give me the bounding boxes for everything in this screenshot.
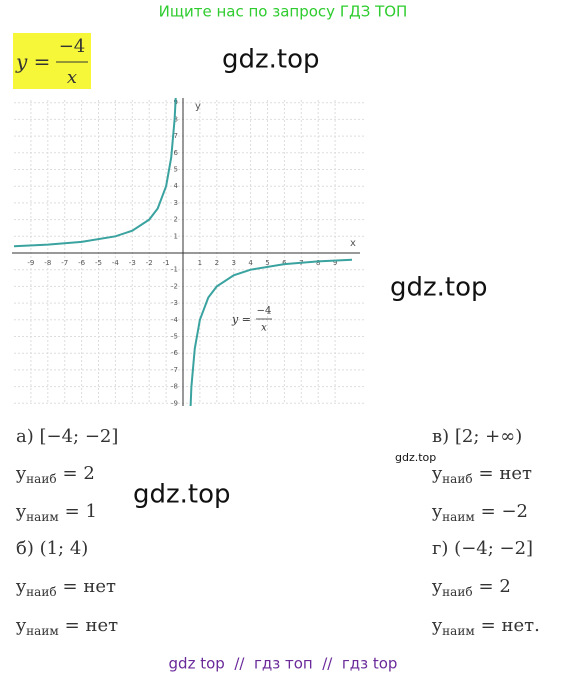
answer-line: yнаиб = 2 <box>431 576 511 599</box>
x-tick-label: -2 <box>146 259 153 267</box>
y-tick-label: 8 <box>174 115 178 123</box>
y-tick-label: 7 <box>174 132 178 140</box>
x-tick-label: -7 <box>61 259 68 267</box>
y-tick-label: -3 <box>171 299 178 307</box>
hyperbola <box>13 97 353 407</box>
y-tick-label: -1 <box>171 266 178 274</box>
answer-line: yнаим = нет. <box>431 615 540 638</box>
formula-denominator: x <box>67 67 77 88</box>
y-tick-label: -6 <box>171 349 179 357</box>
y-tick-label: 2 <box>174 216 178 224</box>
y-tick-label: -8 <box>171 383 178 391</box>
graph: -9 -8 -7 -6 -5 -4 -3 -2 -1 1 2 3 4 5 6 7 8 9987654321-1-2… <box>12 97 367 407</box>
x-tick-label: 6 <box>282 259 287 267</box>
answer-sub: наиб <box>442 585 472 599</box>
answer-var: y <box>15 615 27 636</box>
watermark: gdz.top <box>133 480 231 510</box>
answer-heading: б) (1; 4) <box>16 538 88 559</box>
answer-sub: наим <box>442 624 474 638</box>
answer-value: = 2 <box>63 463 95 484</box>
answer-value: = 2 <box>479 576 511 597</box>
y-tick-label: 6 <box>174 149 179 157</box>
answer-sub: наим <box>442 510 474 524</box>
answer-sub: наим <box>26 624 58 638</box>
answer-line: yнаим = −2 <box>431 501 528 524</box>
y-tick-label: 5 <box>174 166 178 174</box>
x-tick-label: -5 <box>95 259 102 267</box>
answer-var: y <box>15 576 27 597</box>
graph-formula-numerator: −4 <box>257 306 272 317</box>
answer-sub: наиб <box>26 585 56 599</box>
banner: Ищите нас по запросу ГДЗ ТОП <box>159 3 408 21</box>
graph-formula-denominator: x <box>261 323 267 334</box>
answer-value: = нет <box>479 463 532 484</box>
formula-lhs: y = <box>15 50 50 74</box>
y-tick-label: -2 <box>171 282 178 290</box>
y-tick-label: -4 <box>171 316 179 324</box>
answer-value: = −2 <box>481 501 528 522</box>
graph-formula-lhs: y = <box>231 313 251 326</box>
answer-sub: наим <box>26 510 58 524</box>
x-tick-label: -4 <box>112 259 120 267</box>
formula-highlight <box>13 33 91 89</box>
watermark: gdz.top <box>222 45 320 75</box>
answer-line: yнаим = 1 <box>15 501 97 524</box>
x-tick-label: -8 <box>44 259 51 267</box>
answer-value: = 1 <box>65 501 97 522</box>
answer-var: y <box>431 463 443 484</box>
x-tick-label: 5 <box>265 259 269 267</box>
x-tick-label: 9 <box>333 259 337 267</box>
x-tick-label: 8 <box>316 259 320 267</box>
formula-numerator: −4 <box>59 36 86 57</box>
y-tick-label: 3 <box>174 199 178 207</box>
y-tick-label: 4 <box>174 182 179 190</box>
x-axis-label: x <box>350 238 356 249</box>
answer-line: yнаиб = нет <box>431 463 532 486</box>
answer-heading: а) [−4; −2] <box>16 426 118 447</box>
answer-line: yнаиб = 2 <box>15 463 95 486</box>
x-tick-label: -9 <box>27 259 34 267</box>
answer-line: yнаим = нет <box>15 615 118 638</box>
y-tick-label: -5 <box>171 333 178 341</box>
y-tick-label: 1 <box>174 232 178 240</box>
x-tick-label: -1 <box>163 259 170 267</box>
answer-value: = нет <box>63 576 116 597</box>
answer-sub: наиб <box>442 472 472 486</box>
x-tick-label: 4 <box>248 259 253 267</box>
y-tick-label: -9 <box>171 399 178 407</box>
watermark: gdz.top <box>390 273 488 303</box>
x-tick-label: -3 <box>129 259 136 267</box>
answer-sub: наиб <box>26 472 56 486</box>
answer-heading: г) (−4; −2] <box>432 538 533 559</box>
answer-var: y <box>431 501 443 522</box>
x-tick-label: 1 <box>198 259 202 267</box>
x-tick-label: -6 <box>78 259 86 267</box>
x-tick-label: 3 <box>231 259 235 267</box>
answer-line: yнаиб = нет <box>15 576 116 599</box>
answer-var: y <box>15 501 27 522</box>
graph-bg <box>12 98 367 406</box>
answer-var: y <box>431 576 443 597</box>
answer-var: y <box>15 463 27 484</box>
answer-value: = нет <box>65 615 118 636</box>
footer: gdz top // гдз топ // гдз top <box>169 655 398 673</box>
y-axis-label: y <box>195 101 201 112</box>
answer-heading: в) [2; +∞) <box>432 426 522 447</box>
y-tick-label: -7 <box>171 366 178 374</box>
watermark: gdz.top <box>395 451 436 464</box>
answer-var: y <box>431 615 443 636</box>
x-tick-label: 2 <box>215 259 219 267</box>
answer-value: = нет. <box>481 615 540 636</box>
